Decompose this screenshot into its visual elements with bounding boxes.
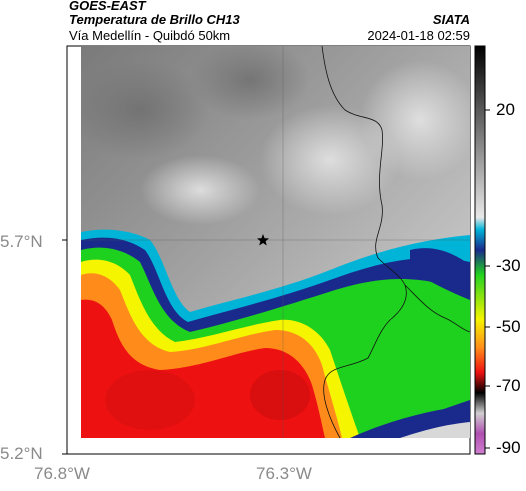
colorbar-label-minus90: -90	[496, 438, 521, 457]
region-subtitle: Vía Medellín - Quibdó 50km	[69, 28, 231, 43]
lat-label-5-7: 5.7°N	[0, 232, 43, 251]
datetime-label: 2024-01-18 02:59	[367, 28, 470, 43]
lat-label-5-2: 5.2°N	[0, 444, 43, 463]
lon-label-76-8: 76.8°W	[34, 464, 90, 483]
lon-label-76-3: 76.3°W	[256, 464, 312, 483]
star-icon	[257, 234, 269, 246]
satellite-title: GOES-EAST	[69, 0, 146, 13]
department-border	[321, 45, 407, 439]
department-border	[404, 284, 471, 333]
colorbar-label-minus70: -70	[496, 376, 521, 395]
colorbar-label-minus50: -50	[496, 317, 521, 336]
brightness-temperature-field	[81, 46, 470, 438]
colorbar-label-minus30: -30	[496, 256, 521, 275]
colorbar	[474, 45, 486, 455]
colorbar-label-20: 20	[496, 100, 515, 119]
product-title: Temperatura de Brillo CH13	[69, 12, 240, 27]
source-label: SIATA	[432, 12, 470, 27]
